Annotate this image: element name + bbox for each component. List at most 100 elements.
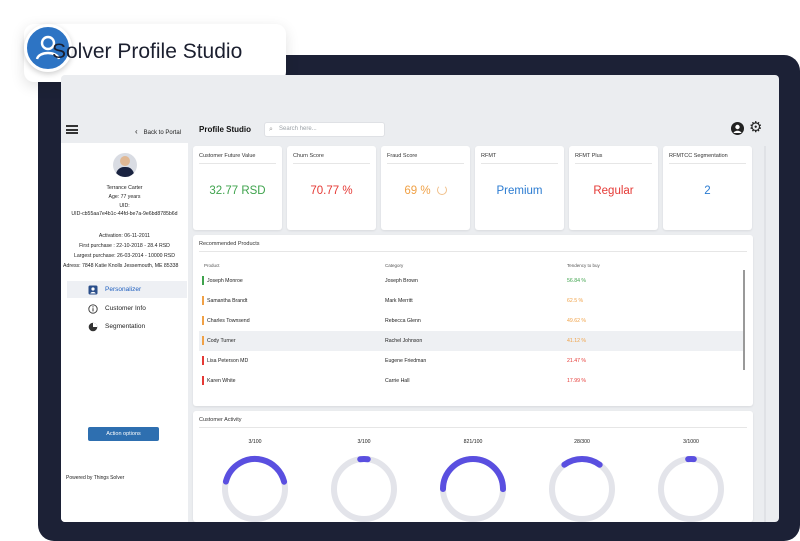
column-header-tendency[interactable]: Tendency to buy [567, 263, 600, 268]
card-value: Premium [496, 185, 543, 197]
profile-age: Age: 77 years [108, 194, 141, 200]
gauge-label: 3/1000 [683, 439, 699, 445]
cell-category: Eugene Friedman [385, 358, 427, 364]
account-icon[interactable] [731, 122, 744, 135]
divider [481, 163, 558, 164]
user-silhouette-icon [35, 35, 61, 60]
table-row[interactable]: Karen White Carrie Hall 17.99 % [199, 371, 743, 391]
card-title: Customer Future Value [199, 153, 256, 159]
hamburger-icon[interactable] [66, 125, 78, 134]
gauge-fill [440, 456, 506, 522]
gauge-track [549, 456, 615, 522]
nav-segmentation[interactable]: Segmentation [67, 318, 187, 335]
cell-tendency: 41.12 % [567, 338, 587, 344]
activity-gauge [549, 456, 615, 522]
profile-uid: UID-cb55aa7e4b1c-44fd-be7a-9e6bd8785b6d [71, 211, 178, 217]
column-header-product[interactable]: Product [204, 263, 220, 268]
customer-activity-panel: Customer Activity 3/100 3/100 821/100 28… [193, 411, 753, 522]
status-bar [202, 276, 204, 285]
table-row[interactable]: Lisa Peterson MD Eugene Friedman 21.47 % [199, 351, 743, 371]
pie-glyph [88, 322, 98, 332]
activity-gauge [221, 456, 288, 522]
card-title: Churn Score [293, 153, 324, 159]
cell-product: Joseph Monroe [207, 278, 243, 284]
cell-category: Mark Merritt [385, 298, 413, 304]
profile-name: Terrance Carter [106, 185, 143, 191]
profile-largest-purchase: Largest purchase: 26-03-2014 - 10000 RSD [74, 253, 175, 259]
gear-icon[interactable]: ⚙ [749, 119, 763, 136]
profile-address: Adress: 7848 Katie Knolls Jessemouth, ME… [63, 263, 179, 269]
chevron-left-icon: ‹ [135, 127, 138, 136]
gauge-label: 3/100 [248, 439, 262, 445]
divider [669, 163, 746, 164]
gauge-label: 3/100 [357, 439, 371, 445]
pie-chart-icon [88, 322, 98, 332]
search-icon: ⌕ [269, 126, 273, 133]
nav-customer-info[interactable]: Customer Info [67, 300, 187, 317]
card-rfmt: RFMT Premium [475, 146, 564, 230]
info-icon [88, 304, 98, 314]
app-badge: Solver Profile Studio [24, 24, 286, 82]
cell-product: Charles Townsend [207, 318, 250, 324]
profile-sidebar: Terrance Carter Age: 77 years UID: UID-c… [61, 143, 188, 522]
app-screen: ‹ Back to Portal Profile Studio ⌕ Search … [61, 75, 779, 522]
person-icon [88, 285, 98, 295]
divider [387, 163, 464, 164]
panel-title: Recommended Products [199, 241, 260, 247]
card-rfmtcc-segmentation: RFMTCC Segmentation 2 [663, 146, 752, 230]
card-title: Fraud Score [387, 153, 418, 159]
app-name: Solver Profile Studio [52, 40, 243, 63]
gauge-track [658, 456, 724, 522]
cell-tendency: 21.47 % [567, 358, 587, 364]
nav-label-segmentation: Segmentation [105, 323, 146, 330]
back-to-portal-link[interactable]: ‹ Back to Portal [135, 127, 181, 136]
gauge-track [331, 456, 397, 522]
user-icon [24, 24, 72, 72]
table-row[interactable]: Joseph Monroe Joseph Brown 56.84 % [199, 271, 743, 291]
top-bar: ‹ Back to Portal Profile Studio ⌕ Search … [61, 119, 779, 143]
table-row[interactable]: Charles Townsend Rebecca Glenn 49.62 % [199, 311, 743, 331]
card-value: 2 [704, 185, 711, 197]
status-bar [202, 376, 204, 385]
activity-gauge [440, 456, 506, 522]
page-scrollbar[interactable] [764, 146, 766, 522]
cell-tendency: 62.5 % [567, 298, 584, 304]
page-title: Profile Studio [199, 125, 251, 134]
account-glyph [733, 124, 742, 133]
status-bar [202, 316, 204, 325]
info-glyph [88, 304, 98, 314]
avatar [113, 153, 137, 177]
cell-category: Carrie Hall [385, 378, 410, 384]
card-fraud-score: Fraud Score 69 % [381, 146, 470, 230]
gauge-fill [221, 456, 288, 522]
cell-tendency: 56.84 % [567, 278, 587, 284]
table-row[interactable]: Cody Turner Rachel Johnson 41.12 % [199, 331, 743, 351]
gauge-fill [658, 456, 724, 522]
card-title: RFMT Plus [575, 153, 603, 159]
divider [575, 163, 652, 164]
table-scrollbar[interactable] [743, 270, 745, 370]
profile-uid-label: UID: [119, 203, 130, 209]
loading-spinner-icon [436, 185, 447, 195]
divider [199, 251, 747, 252]
card-value-row: 69 % [381, 185, 470, 197]
profile-first-purchase: First purchase : 22-10-2018 - 28.4 RSD [79, 243, 170, 249]
status-bar [202, 296, 204, 305]
action-options-button[interactable]: Action options [88, 427, 159, 441]
table-row[interactable]: Samantha Brandt Mark Merritt 62.5 % [199, 291, 743, 311]
card-rfmt-plus: RFMT Plus Regular [569, 146, 658, 230]
card-value: Regular [593, 185, 634, 197]
gauge-label: 821/100 [463, 439, 483, 445]
powered-by: Powered by Things Solver [66, 475, 125, 481]
search-input[interactable]: ⌕ Search here... [264, 122, 385, 137]
column-header-category[interactable]: Category [385, 263, 404, 268]
card-customer-future-value: Customer Future Value 32.77 RSD [193, 146, 282, 230]
nav-personalizer[interactable]: Personalizer [67, 281, 187, 298]
card-churn-score: Churn Score 70.77 % [287, 146, 376, 230]
panel-title: Customer Activity [199, 417, 242, 423]
nav-label-personalizer: Personalizer [105, 286, 142, 293]
card-value: 32.77 RSD [209, 185, 266, 197]
activity-gauge [331, 456, 397, 522]
gauge-label: 28/300 [574, 439, 590, 445]
cell-product: Cody Turner [207, 338, 236, 344]
